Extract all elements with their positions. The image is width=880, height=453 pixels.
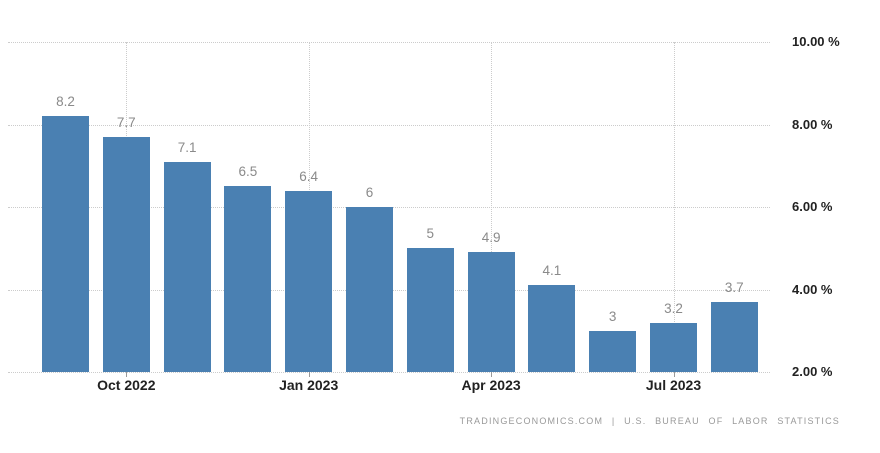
attribution: TRADINGECONOMICS.COM | U.S. BUREAU OF LA… — [460, 416, 840, 426]
horizontal-gridline — [8, 372, 770, 373]
plot-area: 8.2 7.7 7.1 6.5 6.4 6 5 4.9 4.1 3 3.2 3.7 — [8, 42, 770, 373]
bar-value-label: 3.2 — [664, 300, 683, 316]
horizontal-gridline — [8, 42, 770, 43]
x-axis-tick-mark — [673, 372, 675, 377]
bar[interactable] — [528, 285, 576, 372]
bar[interactable] — [102, 136, 150, 372]
bar[interactable] — [650, 322, 697, 372]
x-axis-tick-mark — [126, 372, 128, 377]
bar-value-label: 5 — [426, 226, 435, 242]
bar-value-label: 4.1 — [542, 263, 562, 279]
bar-value-label: 3.7 — [724, 279, 744, 295]
vertical-gridline — [491, 42, 493, 372]
x-axis-tick-label: Jul 2023 — [645, 377, 702, 393]
bar[interactable] — [710, 301, 758, 372]
x-axis-tick-mark — [491, 372, 493, 377]
bar[interactable] — [163, 161, 211, 372]
bar[interactable] — [467, 252, 515, 372]
attribution-text: TRADINGECONOMICS.COM | U.S. BUREAU OF LA… — [459, 416, 840, 426]
bar-value-label: 3 — [608, 308, 617, 324]
bar[interactable] — [42, 116, 89, 372]
bar-value-label: 7.7 — [116, 114, 136, 130]
y-axis-tick-label: 2.00 % — [792, 364, 833, 379]
vertical-gridline — [673, 42, 675, 372]
bar[interactable] — [406, 248, 454, 372]
bar[interactable] — [224, 186, 272, 372]
y-axis-tick-label: 8.00 % — [792, 116, 833, 132]
x-axis-tick-mark — [308, 372, 310, 377]
bar-value-label: 4.9 — [481, 230, 501, 246]
bar-value-label: 6.5 — [238, 164, 258, 180]
bar[interactable] — [285, 190, 333, 372]
x-axis-tick-label: Oct 2022 — [97, 377, 156, 393]
x-axis-tick-label: Jan 2023 — [279, 377, 339, 393]
y-axis-tick-label: 6.00 % — [792, 199, 833, 214]
x-axis-tick-label: Apr 2023 — [461, 377, 521, 393]
y-axis-tick-label: 4.00 % — [792, 281, 833, 297]
bar-value-label: 6.4 — [299, 168, 319, 184]
y-axis-tick-label: 10.00 % — [792, 34, 840, 49]
bar-value-label: 6 — [365, 185, 374, 200]
bar-value-label: 7.1 — [177, 139, 197, 155]
bar[interactable] — [589, 330, 637, 372]
horizontal-gridline — [8, 124, 770, 126]
bar-value-label: 8.2 — [56, 94, 75, 110]
bar[interactable] — [346, 207, 393, 372]
